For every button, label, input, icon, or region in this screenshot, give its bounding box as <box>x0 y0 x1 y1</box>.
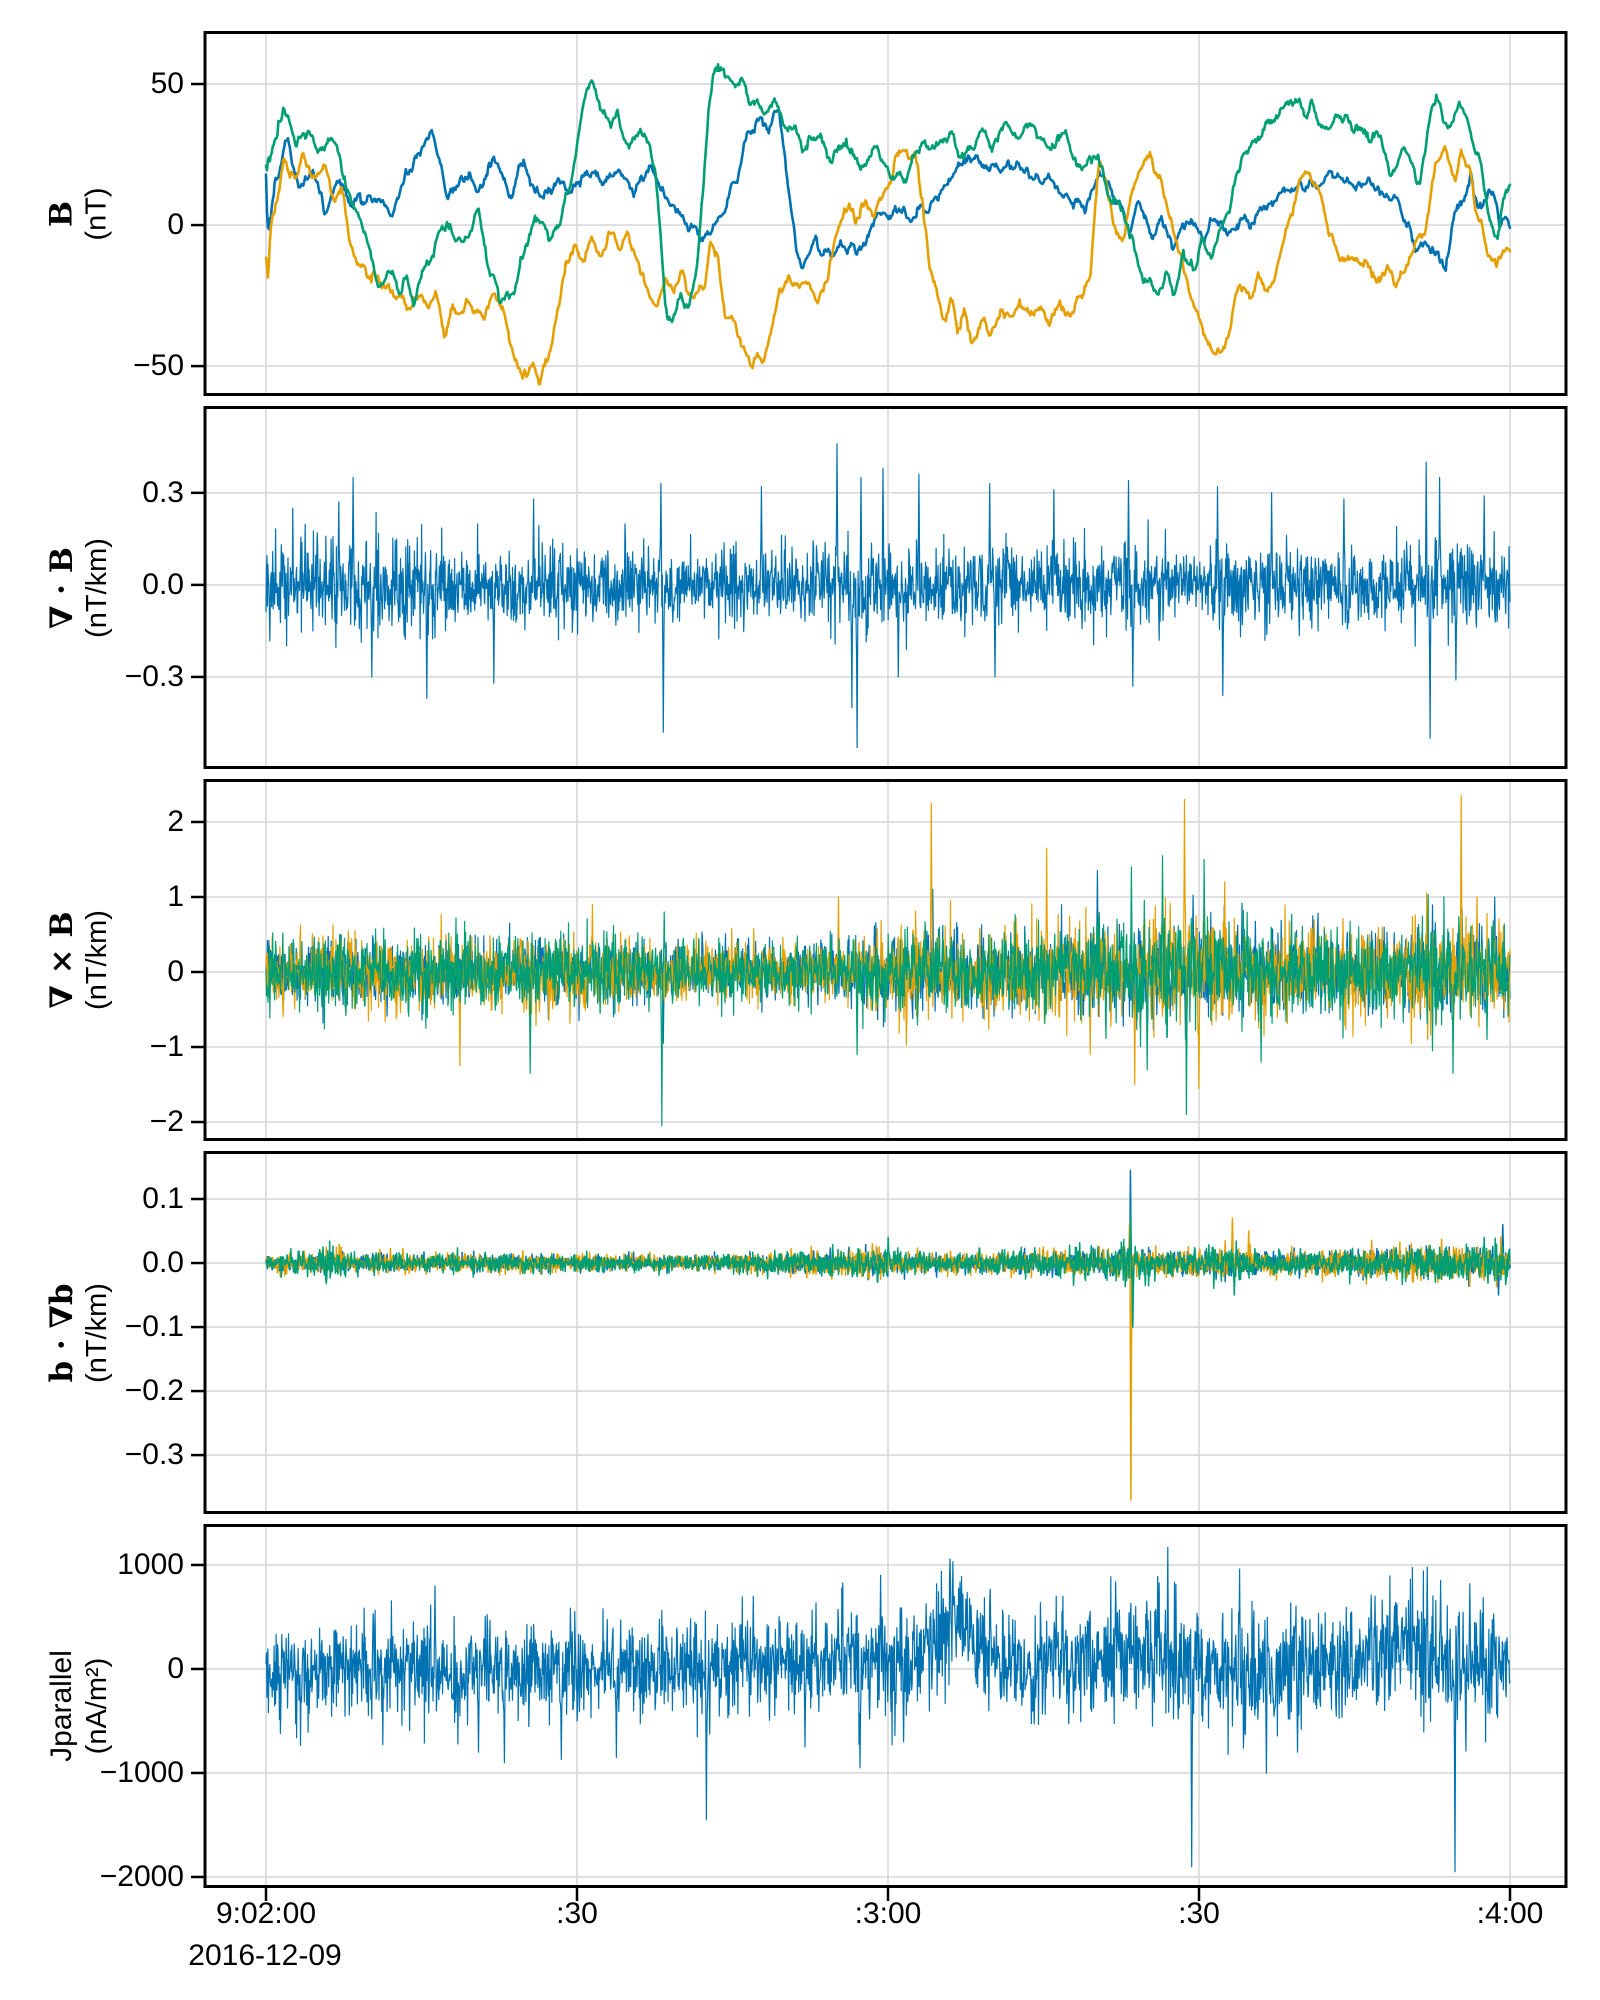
series-B3 <box>264 62 1512 324</box>
chart-panel-Jparallel <box>191 1524 1568 1901</box>
chart-panel-B <box>191 31 1568 396</box>
y-tick-label: −0.2 <box>124 1374 184 1407</box>
y-tick-label: 1 <box>167 880 184 913</box>
y-tick-label: 1000 <box>117 1548 184 1581</box>
y-tick-label: −2000 <box>99 1860 184 1893</box>
y-tick-label: −0.1 <box>124 1310 184 1343</box>
y-tick-label: −2 <box>149 1105 184 1138</box>
series-B1 <box>264 109 1512 272</box>
y-tick-label: −1 <box>149 1030 184 1063</box>
x-tick-label: :4:00 <box>1476 1897 1544 1930</box>
y-axis-label-rotated: B (nT) <box>44 187 114 240</box>
x-tick-label: :30 <box>556 1897 598 1930</box>
y-tick-label: 2 <box>167 805 184 838</box>
y-tick-label: −0.3 <box>124 660 184 693</box>
y-tick-label: 0.1 <box>142 1182 184 1215</box>
y-tick-label: 0 <box>167 1652 184 1685</box>
y-tick-label: 0.0 <box>142 1246 184 1279</box>
y-tick-label: 0 <box>167 208 184 241</box>
y-tick-label: 0 <box>167 955 184 988</box>
x-tick-label: 9:02:00 <box>215 1897 317 1930</box>
y-axis-units: (nT/km) <box>81 1282 113 1383</box>
series-B2 <box>264 145 1512 386</box>
y-axis-label: B <box>43 200 80 227</box>
y-axis-units: (nT/km) <box>81 537 113 638</box>
series-divB <box>265 443 1511 749</box>
y-tick-label: 0.0 <box>142 568 184 601</box>
y-axis-label-block: B (nT) <box>18 31 140 396</box>
series-Jparallel <box>265 1546 1511 1873</box>
chart-panel-curlB <box>191 779 1568 1141</box>
y-axis-label-rotated: ∇ × B (nT/km) <box>44 910 114 1010</box>
y-axis-label: Jparallel <box>44 1650 78 1762</box>
y-tick-label: −1000 <box>99 1756 184 1789</box>
chart-panel-divB <box>191 406 1568 769</box>
x-tick-label: :30 <box>1178 1897 1220 1930</box>
y-axis-label-rotated: Jparallel (nA/m²) <box>44 1650 114 1762</box>
series-curlB3 <box>265 855 1511 1127</box>
y-axis-label: ∇ × B <box>44 911 80 1009</box>
y-axis-label-block: Jparallel (nA/m²) <box>18 1524 140 1888</box>
y-axis-label-block: b · ∇b (nT/km) <box>18 1151 140 1514</box>
y-axis-label-block: ∇ × B (nT/km) <box>18 779 140 1141</box>
y-axis-units: (nT) <box>80 186 113 241</box>
y-tick-label: 0.3 <box>142 476 184 509</box>
series-bgradb3 <box>265 1211 1511 1328</box>
y-axis-label-rotated: ∇ · B (nT/km) <box>44 538 114 638</box>
date-label: 2016-12-09 <box>188 1939 342 1972</box>
y-axis-units: (nA/m²) <box>80 1657 113 1755</box>
y-axis-units: (nT/km) <box>81 910 113 1010</box>
y-axis-label: ∇ · B <box>44 546 80 629</box>
y-tick-label: 50 <box>150 67 184 100</box>
x-tick-label: :3:00 <box>854 1897 922 1930</box>
y-tick-label: −50 <box>133 349 184 382</box>
y-axis-label-block: ∇ · B (nT/km) <box>18 406 140 769</box>
y-axis-label: b · ∇b <box>44 1282 80 1383</box>
chart-panel-bgradb <box>191 1151 1568 1514</box>
y-tick-label: −0.3 <box>124 1438 184 1471</box>
y-axis-label-rotated: b · ∇b (nT/km) <box>44 1283 114 1383</box>
